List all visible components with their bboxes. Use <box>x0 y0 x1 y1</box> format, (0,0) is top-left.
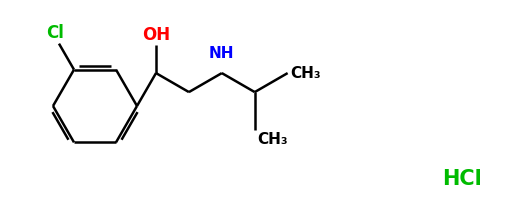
Text: CH₃: CH₃ <box>258 132 288 147</box>
Text: Cl: Cl <box>46 24 64 42</box>
Text: CH₃: CH₃ <box>291 66 321 81</box>
Text: OH: OH <box>142 26 170 44</box>
Text: HCl: HCl <box>442 169 482 189</box>
Text: NH: NH <box>209 46 234 61</box>
